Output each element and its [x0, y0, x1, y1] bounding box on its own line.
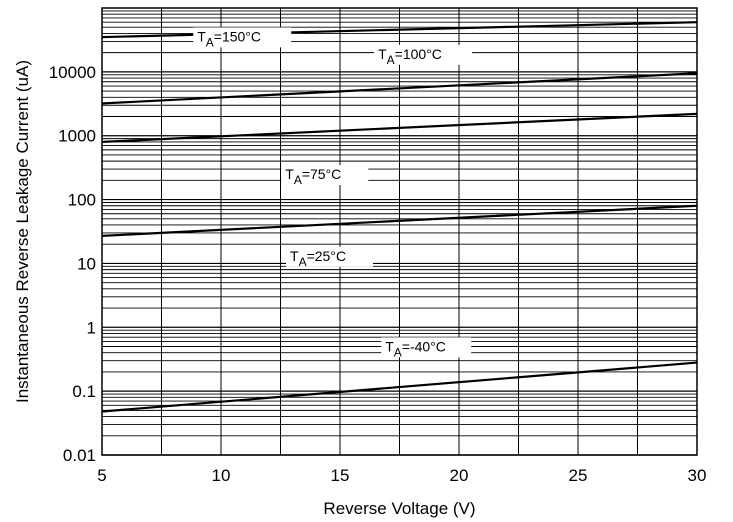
y-tick-label: 1000 — [58, 127, 96, 146]
series-label-bg — [281, 164, 369, 185]
series-line-2 — [101, 112, 698, 144]
x-tick-label: 5 — [97, 466, 106, 485]
x-tick-label: 25 — [569, 466, 588, 485]
series-label-text: TA=75°C — [285, 166, 341, 187]
series-label-text: TA=100°C — [378, 46, 442, 67]
y-tick-label: 0.1 — [72, 382, 96, 401]
plot-frame — [101, 7, 698, 456]
series-label-bg — [381, 337, 472, 358]
series-label-2: TA=75°C — [281, 164, 369, 187]
series-line-1 — [101, 72, 698, 105]
y-tick-label: 10000 — [49, 63, 96, 82]
series-line-4 — [101, 361, 698, 413]
x-tick-label: 10 — [212, 466, 231, 485]
series-lines — [101, 21, 698, 413]
y-tick-label: 100 — [68, 191, 96, 210]
tick-labels: 5 10 15 20 25 30 0.01 0.1 1 10 100 1000 10000 — [49, 63, 707, 485]
y-tick-label: 1 — [87, 318, 96, 337]
y-tick-label: 10 — [77, 254, 96, 273]
series-label-text: TA=-40°C — [385, 338, 446, 359]
y-axis-label: Instantaneous Reverse Leakage Current (u… — [13, 60, 32, 403]
series-label-bg — [374, 44, 473, 65]
x-axis-label: Reverse Voltage (V) — [323, 499, 475, 518]
series-line-3 — [101, 204, 698, 237]
series-label-text: TA=25°C — [290, 248, 346, 269]
series-label-bg — [193, 27, 292, 48]
series-label-0: TA=150°C — [193, 27, 292, 49]
series-label-3: TA=25°C — [286, 246, 374, 269]
series-label-4: TA=-40°C — [381, 337, 472, 359]
x-tick-label: 20 — [450, 466, 469, 485]
x-tick-label: 15 — [331, 466, 350, 485]
series-labels: TA=150°C TA=100°C TA=75°C TA=25°C TA=-40°C — [193, 27, 473, 359]
series-label-text: TA=150°C — [197, 28, 261, 49]
x-tick-label: 30 — [688, 466, 707, 485]
series-label-bg — [286, 246, 374, 267]
y-tick-label: 0.01 — [63, 446, 96, 465]
series-label-1: TA=100°C — [374, 44, 473, 67]
